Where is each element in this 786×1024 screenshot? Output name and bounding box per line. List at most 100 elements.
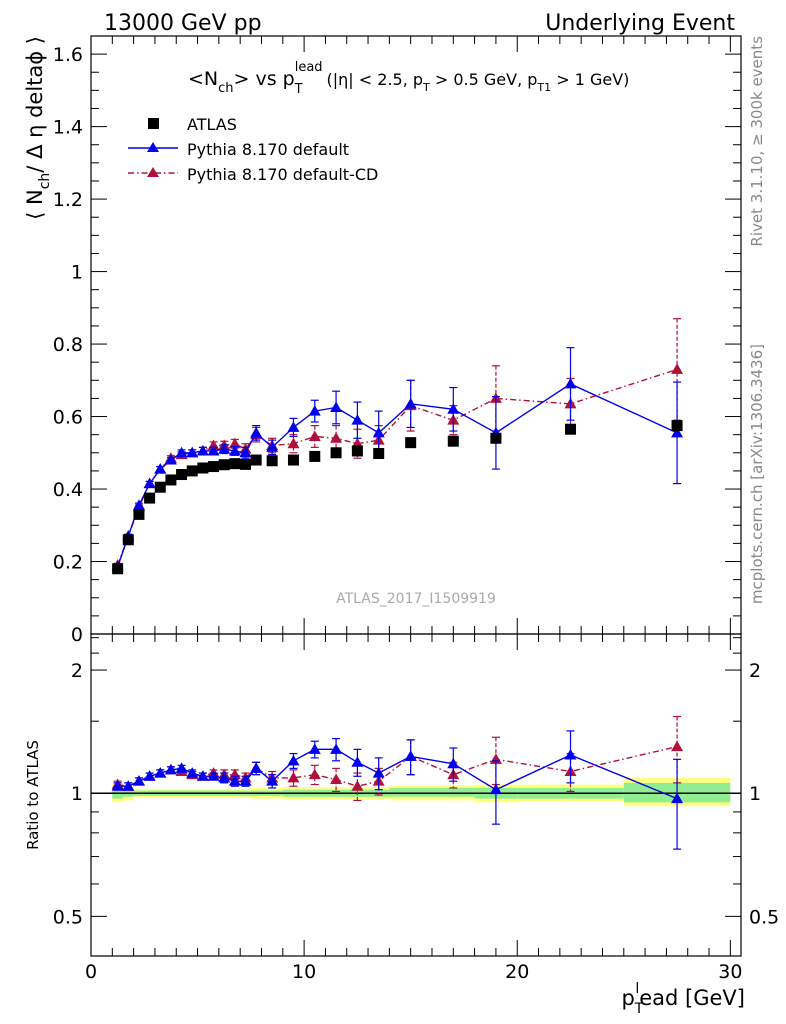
- header-left: 13000 GeV pp: [104, 11, 262, 36]
- atlas-point: [351, 445, 363, 457]
- main-y-tick-label: 0: [71, 624, 83, 646]
- ratio-pythia-point: [330, 743, 343, 754]
- ratio-pythia-point: [154, 767, 167, 778]
- x-tick-label: 0: [85, 961, 97, 983]
- ratio-y-tick-label-right: 0.5: [749, 906, 779, 928]
- pythia-point: [564, 377, 577, 389]
- y-axis-label-ratio: Ratio to ATLAS: [24, 740, 42, 850]
- pythia-cd-point: [308, 430, 321, 441]
- ratio-y-tick-label: 0.5: [53, 906, 83, 928]
- pythia-point: [250, 426, 263, 438]
- atlas-point: [565, 423, 577, 435]
- ratio-pythia-point: [489, 783, 502, 795]
- atlas-point: [186, 465, 198, 477]
- analysis-watermark: ATLAS_2017_I1509919: [336, 591, 496, 607]
- ratio-pythia-point: [266, 775, 279, 786]
- pythia-cd-point: [330, 432, 343, 443]
- atlas-point: [671, 420, 683, 432]
- pythia-point: [308, 405, 321, 416]
- ratio-axis-ticks: 0.5 0.51 12 20 10 20 30: [53, 634, 779, 983]
- ratio-band-inner: [389, 787, 475, 797]
- atlas-point: [287, 454, 299, 466]
- pythia-point: [330, 401, 343, 412]
- pythia-point: [132, 499, 145, 510]
- ratio-pythia-cd-point: [287, 771, 300, 783]
- x-tick-label: 10: [292, 961, 316, 983]
- atlas-point: [144, 492, 156, 504]
- ratio-plot-frame: [90, 633, 742, 957]
- y-axis-label-top: ⟨ Nch/ Δ η deltaϕ ⟩: [23, 36, 53, 220]
- ratio-y-tick-label: 1: [71, 783, 83, 805]
- ratio-pythia-point: [351, 756, 364, 767]
- legend: ATLAS Pythia 8.170 default Pythia 8.170 …: [128, 115, 378, 184]
- ratio-pythia-point: [175, 762, 188, 773]
- main-y-tick-label: 1: [71, 262, 83, 284]
- atlas-point: [250, 454, 262, 466]
- main-plot-data: [111, 318, 684, 575]
- atlas-point: [176, 469, 188, 481]
- pythia-cd-point: [228, 437, 241, 449]
- ratio-pythia-point: [196, 770, 209, 781]
- atlas-point: [112, 563, 124, 575]
- ratio-pythia-point: [228, 775, 241, 786]
- pythia-cd-point: [671, 363, 684, 374]
- ratio-pythia-point: [132, 775, 145, 786]
- atlas-point: [447, 435, 459, 447]
- ratio-pythia-point: [447, 757, 460, 769]
- plot-title: <Nch> vs plead T(|η| < 2.5, pT > 0.5 GeV,…: [188, 60, 629, 97]
- ratio-pythia-point: [207, 770, 220, 781]
- ratio-pythia-point: [404, 750, 417, 761]
- main-y-tick-label: 1.4: [53, 117, 83, 139]
- legend-atlas-marker: [148, 118, 159, 129]
- ratio-plot-data: [111, 715, 684, 850]
- ratio-uncertainty-band: [91, 777, 741, 807]
- atlas-point: [266, 455, 278, 467]
- main-y-tick-label: 0.8: [53, 334, 83, 356]
- main-y-tick-label: 0.6: [53, 407, 83, 429]
- ratio-y-tick-label-right: 2: [749, 660, 761, 682]
- pythia-point: [207, 444, 220, 456]
- main-y-tick-label: 1.2: [53, 189, 83, 211]
- main-y-tick-label: 1.6: [53, 44, 83, 66]
- atlas-point: [197, 462, 209, 474]
- ratio-pythia-point: [372, 767, 385, 778]
- legend-pythia-cd-marker: [147, 167, 159, 177]
- x-tick-label: 30: [718, 961, 742, 983]
- pythia-point: [372, 426, 385, 438]
- atlas-point: [490, 432, 502, 444]
- pythia-point: [266, 441, 279, 452]
- pythia-point: [196, 444, 209, 456]
- atlas-point: [240, 458, 252, 470]
- pythia-point: [287, 421, 300, 432]
- ratio-pythia-point: [111, 780, 124, 791]
- pythia-point: [175, 446, 188, 458]
- legend-pythia-cd-label: Pythia 8.170 default-CD: [187, 165, 378, 184]
- pythia-point: [154, 463, 167, 474]
- legend-atlas-label: ATLAS: [187, 115, 237, 134]
- pythia-cd-point: [287, 437, 300, 449]
- pythia-point: [143, 477, 156, 489]
- pythia-point: [447, 403, 460, 414]
- atlas-point: [208, 461, 220, 473]
- ratio-y-tick-label: 2: [71, 660, 83, 682]
- ratio-pythia-cd-point: [671, 740, 684, 752]
- pythia-point: [351, 414, 364, 425]
- ratio-pythia-point: [250, 762, 263, 773]
- atlas-point: [309, 450, 321, 462]
- atlas-point: [154, 481, 166, 493]
- ratio-pythia-point: [218, 771, 231, 783]
- pythia-point: [239, 446, 252, 458]
- atlas-point: [218, 459, 230, 471]
- main-y-tick-label: 0.4: [53, 479, 83, 501]
- ratio-y-tick-label-right: 1: [749, 783, 761, 805]
- ratio-pythia-point: [164, 763, 177, 775]
- ratio-pythia-point: [239, 775, 252, 786]
- main-y-tick-label: 0.2: [53, 552, 83, 574]
- legend-pythia-label: Pythia 8.170 default: [187, 140, 349, 159]
- atlas-point: [133, 508, 145, 520]
- ratio-pythia-point: [287, 754, 300, 766]
- ratio-pythia-cd-point: [308, 768, 321, 780]
- atlas-point: [405, 437, 417, 449]
- pythia-point: [671, 426, 684, 438]
